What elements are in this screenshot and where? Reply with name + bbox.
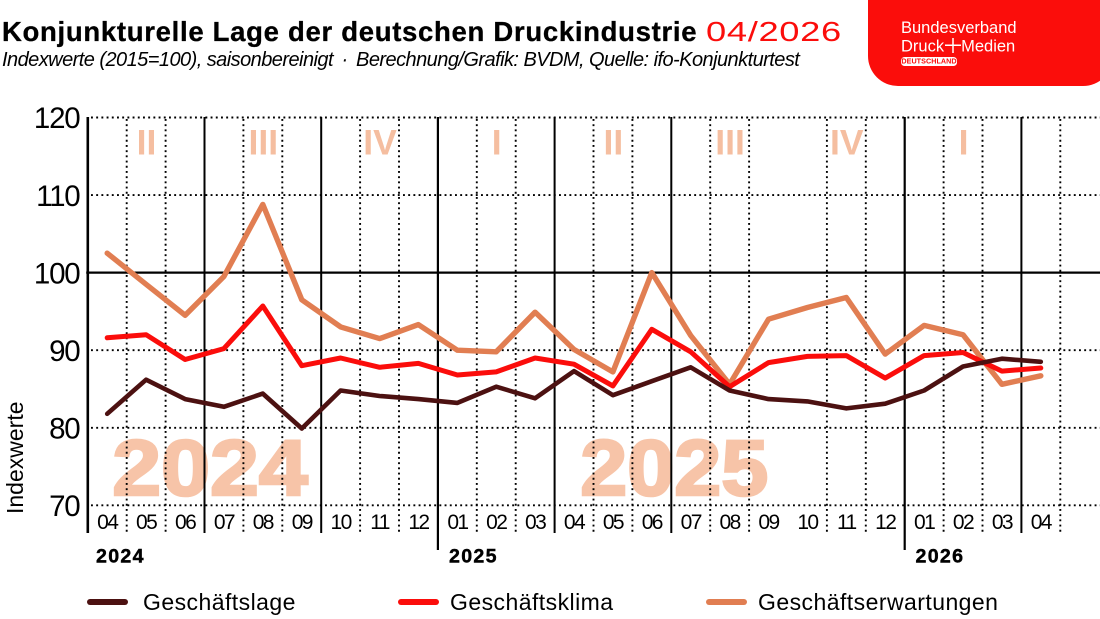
svg-text:I: I <box>959 123 969 163</box>
svg-text:IV: IV <box>830 123 864 163</box>
svg-text:III: III <box>715 123 745 163</box>
svg-text:70: 70 <box>49 490 80 523</box>
svg-text:05: 05 <box>603 511 624 534</box>
svg-text:04: 04 <box>1031 511 1053 534</box>
svg-text:Indexwerte: Indexwerte <box>2 401 28 514</box>
svg-text:100: 100 <box>34 257 80 290</box>
svg-text:08: 08 <box>720 511 741 534</box>
svg-text:07: 07 <box>214 511 235 534</box>
svg-text:110: 110 <box>36 180 80 213</box>
svg-text:01: 01 <box>447 511 468 534</box>
svg-text:01: 01 <box>914 511 935 534</box>
svg-text:09: 09 <box>758 511 779 534</box>
svg-text:06: 06 <box>175 511 196 534</box>
svg-text:12: 12 <box>875 511 896 534</box>
svg-text:II: II <box>137 123 157 163</box>
svg-text:90: 90 <box>49 335 80 368</box>
svg-text:04: 04 <box>564 511 586 534</box>
svg-text:06: 06 <box>642 511 663 534</box>
svg-text:05: 05 <box>136 511 157 534</box>
svg-text:2025: 2025 <box>580 425 768 513</box>
svg-text:09: 09 <box>292 511 313 534</box>
svg-text:11: 11 <box>370 511 390 534</box>
svg-text:07: 07 <box>681 511 702 534</box>
svg-text:I: I <box>492 123 502 163</box>
svg-text:10: 10 <box>797 511 818 534</box>
svg-text:III: III <box>249 123 279 163</box>
svg-text:2026: 2026 <box>916 546 965 568</box>
svg-text:2025: 2025 <box>449 546 498 568</box>
svg-text:11: 11 <box>837 511 857 534</box>
svg-text:03: 03 <box>525 511 546 534</box>
svg-text:02: 02 <box>953 511 974 534</box>
svg-text:10: 10 <box>331 511 352 534</box>
svg-text:II: II <box>604 123 624 163</box>
svg-text:04: 04 <box>97 511 119 534</box>
svg-text:80: 80 <box>49 413 80 446</box>
svg-text:2024: 2024 <box>112 424 308 512</box>
svg-text:120: 120 <box>34 102 80 135</box>
svg-text:03: 03 <box>992 511 1013 534</box>
svg-text:08: 08 <box>253 511 274 534</box>
svg-text:02: 02 <box>486 511 507 534</box>
svg-text:2024: 2024 <box>96 546 145 568</box>
svg-text:12: 12 <box>408 511 429 534</box>
svg-text:IV: IV <box>363 123 397 163</box>
